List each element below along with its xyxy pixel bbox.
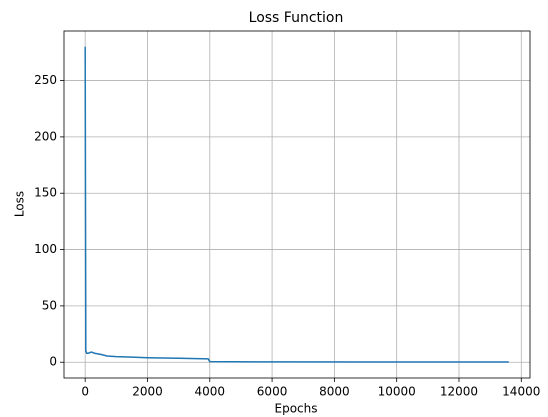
y-tick-label: 200 — [34, 129, 57, 143]
x-axis-label: Epochs — [275, 402, 318, 416]
x-tick-label: 4000 — [195, 385, 226, 399]
y-tick-label: 100 — [34, 242, 57, 256]
loss-line — [84, 46, 509, 363]
x-tick-label: 10000 — [378, 385, 416, 399]
y-tick-label: 0 — [49, 355, 57, 369]
y-axis-label: Loss — [13, 191, 27, 217]
x-tick-label: 2000 — [132, 385, 163, 399]
y-tick-label: 250 — [34, 73, 57, 87]
x-tick-label: 0 — [81, 385, 89, 399]
x-tick-label: 8000 — [319, 385, 350, 399]
plot-frame — [63, 30, 531, 379]
x-tick-label: 12000 — [440, 385, 478, 399]
x-tick-label: 14000 — [502, 385, 540, 399]
chart-title: Loss Function — [249, 10, 344, 26]
y-tick-label: 150 — [34, 186, 57, 200]
y-tick-label: 50 — [42, 298, 57, 312]
x-tick-label: 6000 — [257, 385, 288, 399]
